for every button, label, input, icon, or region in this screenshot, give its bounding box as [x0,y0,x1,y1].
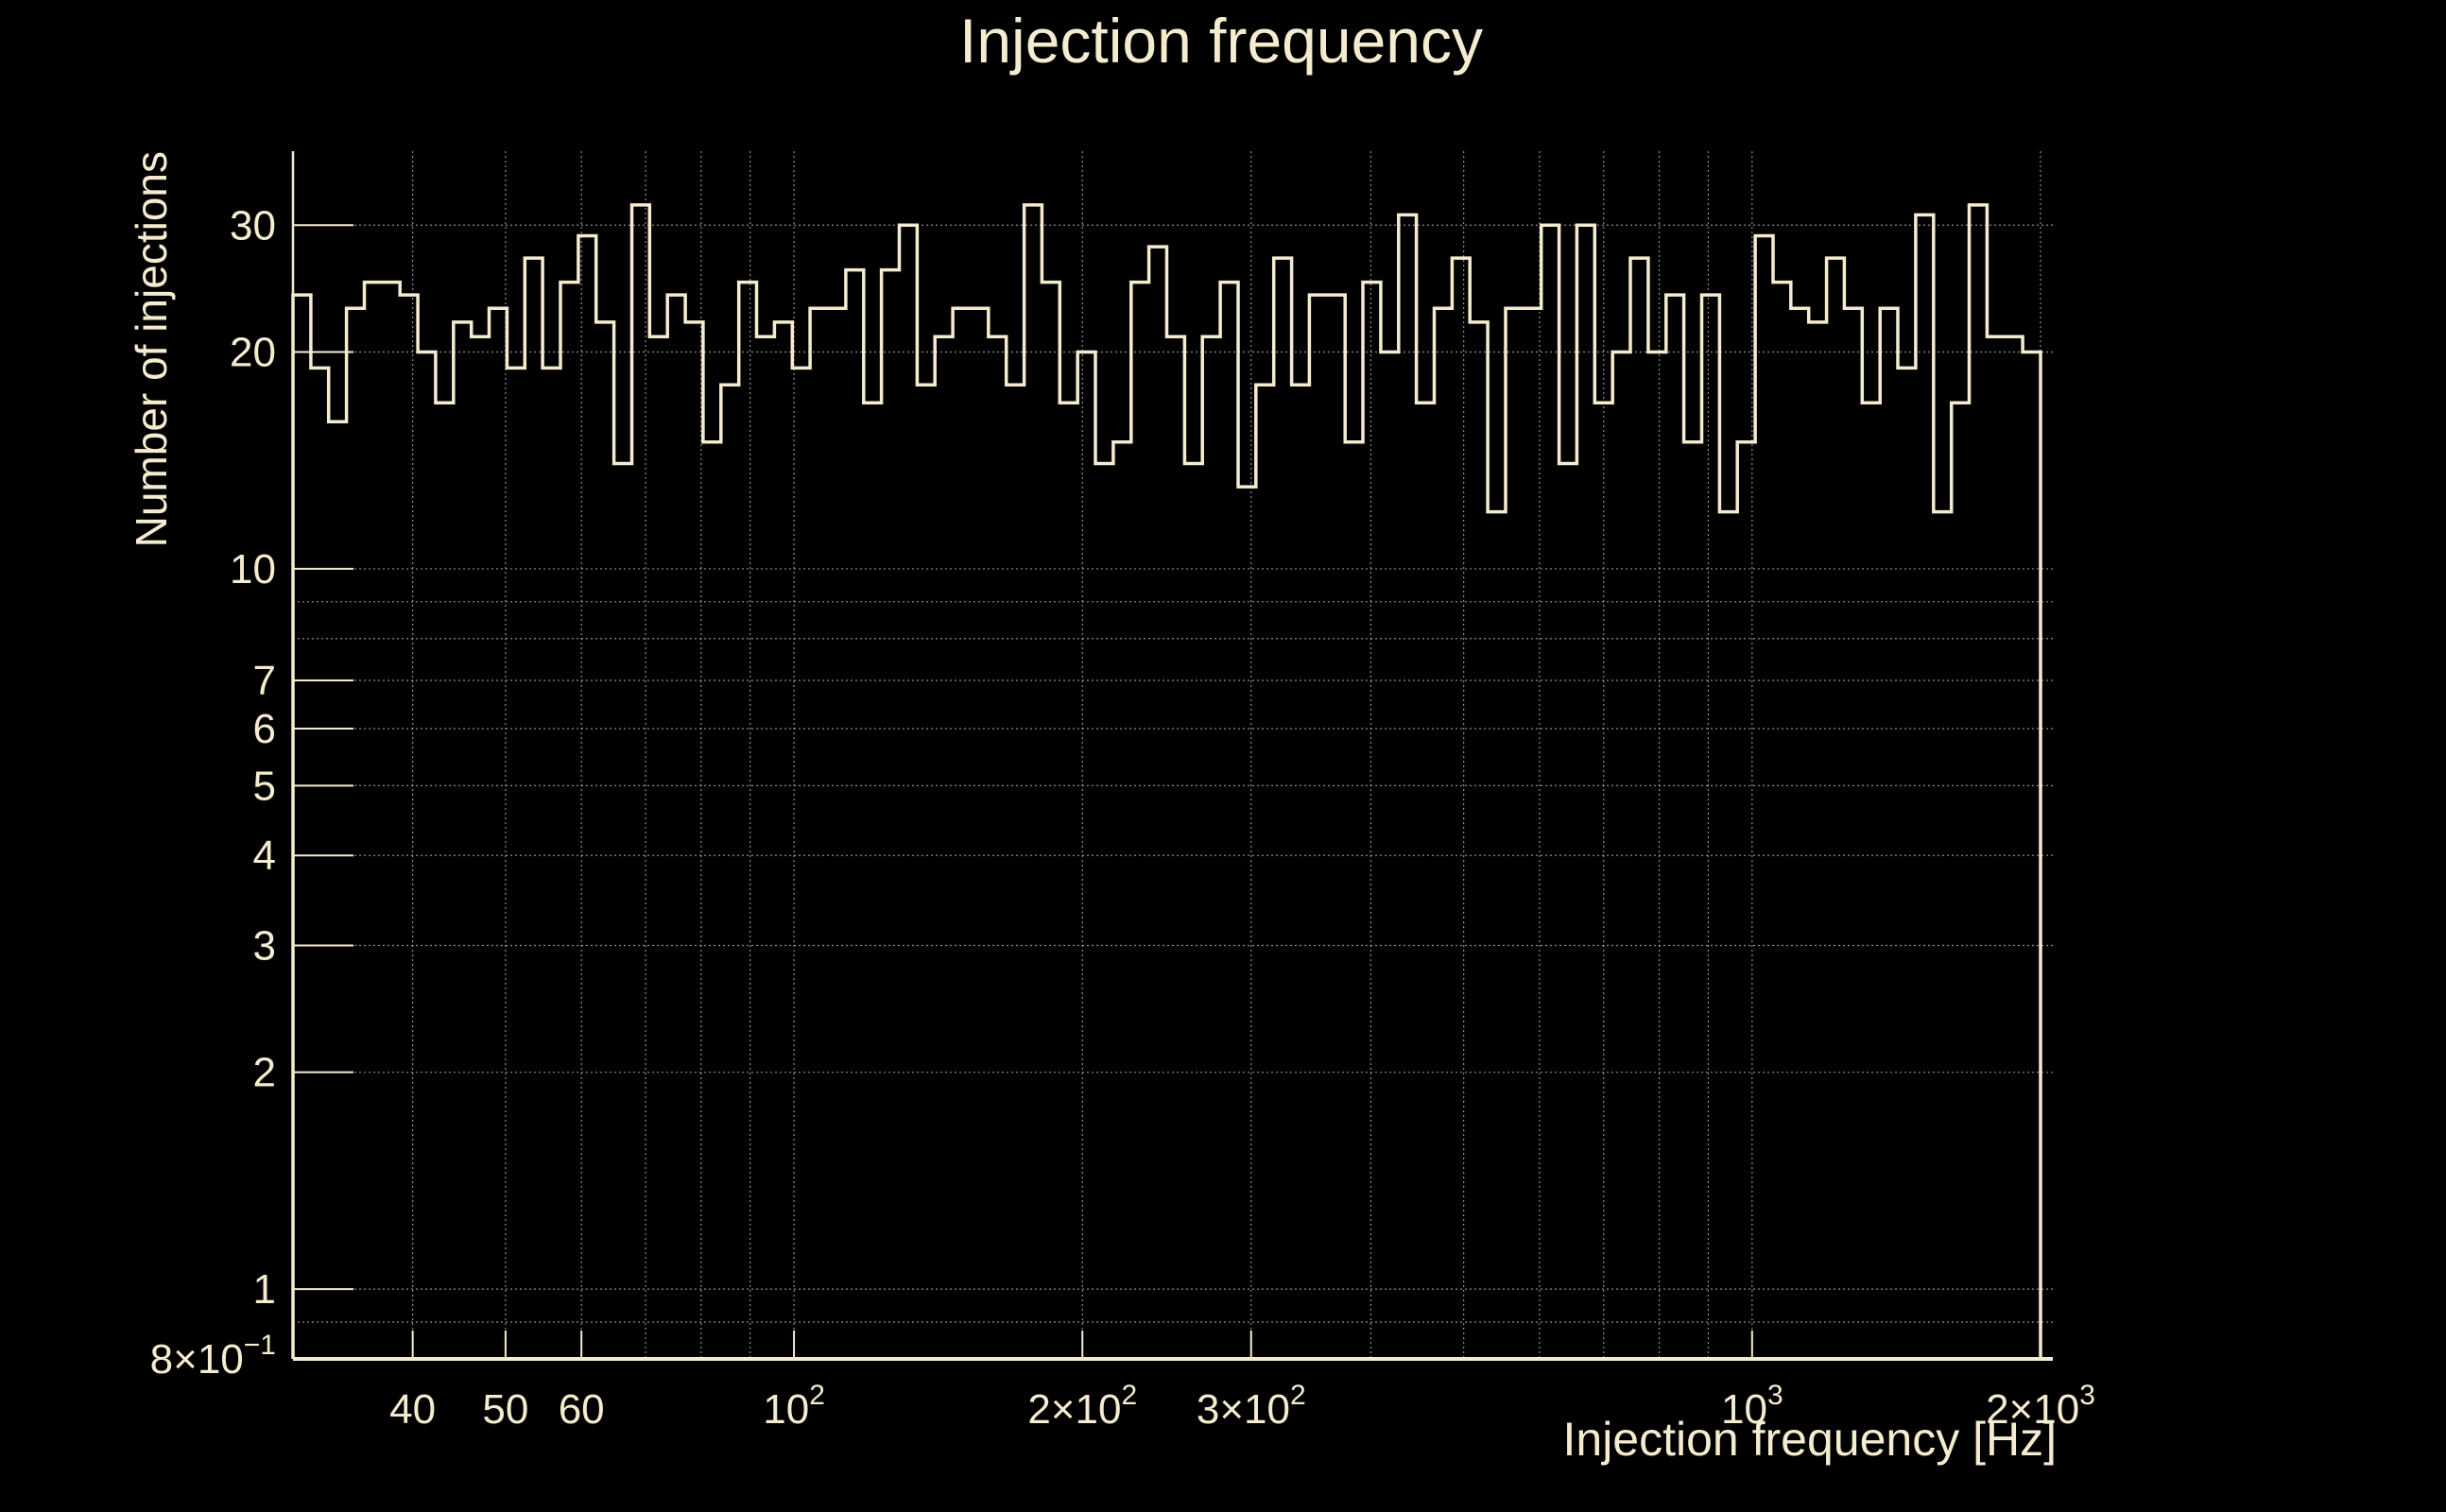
y-tick-label: 20 [230,329,276,375]
x-tick-label: 60 [559,1386,605,1433]
x-tick-label: 3×102 [1197,1380,1306,1433]
x-tick-label: 2×103 [1986,1380,2095,1433]
tick-labels: 40 50 60 102 2×102 3×102 103 2×1038×10−11234567… [150,202,2095,1433]
x-axis-label: Injection frequency [Hz] [1563,1413,2058,1466]
y-tick-label: 6 [253,706,276,752]
x-tick-label: 50 [482,1386,528,1433]
y-axis-label: Number of injections [127,151,176,547]
x-tick-label: 2×102 [1027,1380,1137,1433]
chart-title: Injection frequency [959,6,1483,76]
y-tick-label: 10 [230,546,276,593]
y-tick-label: 5 [253,763,276,809]
y-tick-label: 1 [253,1266,276,1313]
y-tick-label: 30 [230,202,276,249]
y-tick-label: 4 [253,833,276,879]
histogram-series [291,203,2042,1359]
grid-lines [293,151,2053,1359]
y-tick-label: 3 [253,922,276,969]
x-tick-label: 40 [389,1386,436,1433]
y-tick-label: 2 [253,1050,276,1096]
y-tick-label: 7 [253,658,276,704]
